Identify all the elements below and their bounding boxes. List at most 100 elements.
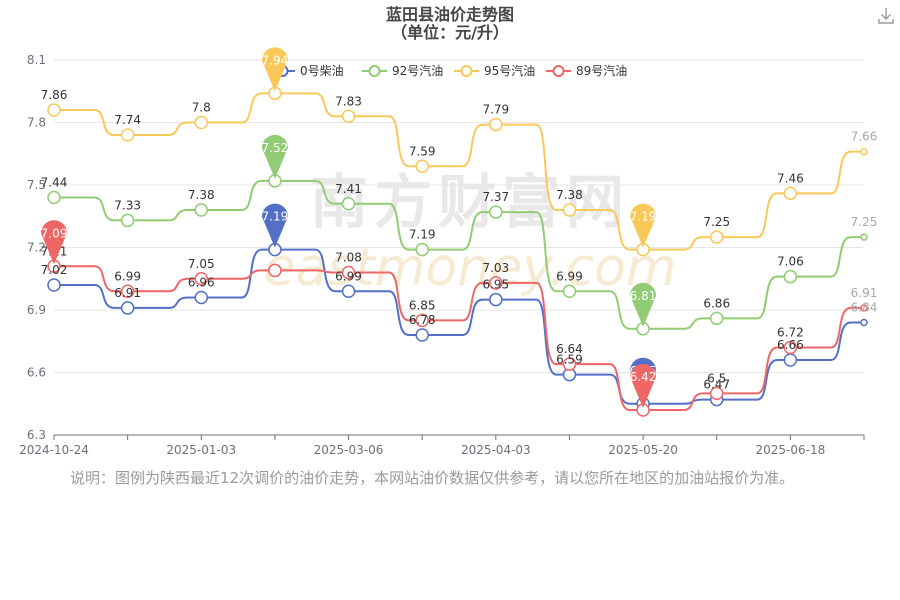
data-point [489, 276, 503, 290]
data-labels: 7.02 6.91 6.96 6.99 6.78 6.95 6.59 6.47 6.66 6.84… [41, 88, 878, 392]
min-pin-shape [630, 282, 657, 327]
data-label: 7.19 [409, 228, 436, 242]
data-label: 6.95 [482, 278, 509, 292]
data-point [489, 117, 503, 132]
y-tick-label: 6.9 [27, 303, 46, 317]
data-label: 7.44 [41, 176, 68, 190]
legend-label: 92号汽油 [392, 63, 443, 78]
max-pin-label: 7.19 [262, 210, 289, 224]
mark-points: 7.196.457.526.817.947.197.096.42 [41, 47, 657, 408]
legend-label: 89号汽油 [576, 63, 627, 78]
data-point [194, 290, 209, 305]
data-label: 6.96 [188, 276, 215, 290]
data-label: 7.05 [188, 257, 215, 271]
data-point [783, 353, 798, 367]
y-axis: 6.3 6.6 6.9 7.2 7.5 7.8 8.1 [27, 53, 46, 442]
legend-label: 95号汽油 [484, 63, 535, 78]
data-point [341, 265, 356, 280]
x-axis: 2024-10-24 2025-01-03 2025-03-06 2025-04-03… [19, 434, 865, 457]
data-label: 6.86 [703, 296, 730, 310]
data-label: 7.83 [335, 94, 362, 108]
data-point [120, 128, 135, 142]
data-point [47, 103, 61, 117]
min-pin-label: 7.19 [630, 210, 657, 224]
min-pin-label: 6.42 [630, 370, 657, 384]
max-pin-shape [261, 203, 288, 248]
data-label: 7.74 [114, 113, 141, 127]
series-layer [47, 86, 868, 417]
legend-marker [368, 65, 381, 77]
data-label: 7.59 [409, 144, 436, 158]
min-pin: 6.42 [630, 364, 657, 408]
x-tick-label: 2024-10-24 [19, 443, 89, 457]
data-label: 7.25 [703, 215, 730, 229]
data-label: 6.78 [409, 313, 436, 327]
data-label: 7.46 [777, 171, 804, 185]
data-point [489, 292, 503, 307]
y-tick-label: 7.8 [27, 116, 46, 130]
data-point [783, 269, 798, 284]
data-label: 6.59 [556, 353, 583, 367]
data-point [709, 386, 724, 401]
y-tick-label: 7.5 [27, 178, 46, 192]
data-point [562, 284, 577, 298]
y-tick-label: 6.3 [27, 428, 46, 442]
data-label: 7.06 [777, 255, 804, 269]
data-point [860, 318, 868, 327]
data-point [47, 190, 61, 205]
data-label: 6.66 [777, 338, 804, 352]
data-point [415, 313, 429, 328]
data-point [783, 340, 798, 355]
legend-label: 0号柴油 [300, 64, 344, 78]
data-point [341, 109, 356, 123]
max-pin: 7.94 [262, 47, 288, 92]
data-point [194, 203, 209, 217]
data-point [415, 159, 429, 173]
data-label: 7.41 [335, 182, 362, 196]
legend[interactable]: 0号柴油 92号汽油 95号汽油 89号汽油 [270, 63, 627, 78]
max-pin: 7.52 [261, 134, 288, 179]
data-point [415, 242, 429, 257]
data-label: 7.25 [851, 215, 878, 229]
chart-note: 说明：图例为陕西最近12次调价的油价走势，本网站油价数据仅供参考，请以您所在地区… [70, 469, 795, 487]
download-icon[interactable] [876, 6, 896, 26]
data-point [120, 301, 135, 315]
series-line [54, 248, 864, 405]
data-label: 6.99 [114, 269, 141, 283]
max-pin-label: 7.09 [41, 226, 68, 240]
data-label: 7.79 [482, 103, 509, 117]
data-label: 7.86 [41, 88, 68, 102]
y-tick-label: 7.2 [27, 241, 46, 255]
data-label: 6.91 [114, 286, 141, 300]
series-line [54, 92, 864, 251]
x-tick-label: 2025-06-18 [755, 443, 825, 457]
data-label: 6.84 [851, 301, 878, 315]
data-label: 6.99 [335, 269, 362, 283]
series-line [54, 179, 864, 330]
chart-title: 蓝田县油价走势图 [386, 5, 514, 24]
data-point [562, 357, 577, 371]
x-tick-label: 2025-01-03 [166, 443, 236, 457]
y-tick-label: 8.1 [27, 53, 46, 67]
data-point [194, 272, 209, 286]
y-tick-label: 6.6 [27, 366, 46, 380]
max-pin-shape [261, 134, 288, 179]
min-pin-label: 6.81 [630, 289, 657, 303]
data-point [341, 197, 356, 211]
data-point [489, 205, 503, 219]
data-label: 6.72 [777, 326, 804, 340]
data-point [268, 263, 282, 278]
data-point [120, 213, 135, 228]
data-label: 7.03 [482, 261, 509, 275]
data-label: 6.47 [703, 378, 730, 392]
series-line [54, 265, 864, 411]
data-label: 6.5 [707, 371, 726, 385]
data-point [783, 186, 798, 201]
data-point [709, 230, 724, 244]
data-label: 7.08 [335, 251, 362, 265]
data-label: 7.37 [482, 190, 509, 204]
min-pin-shape [630, 364, 657, 408]
data-point [562, 203, 577, 217]
x-tick-label: 2025-03-06 [314, 443, 384, 457]
